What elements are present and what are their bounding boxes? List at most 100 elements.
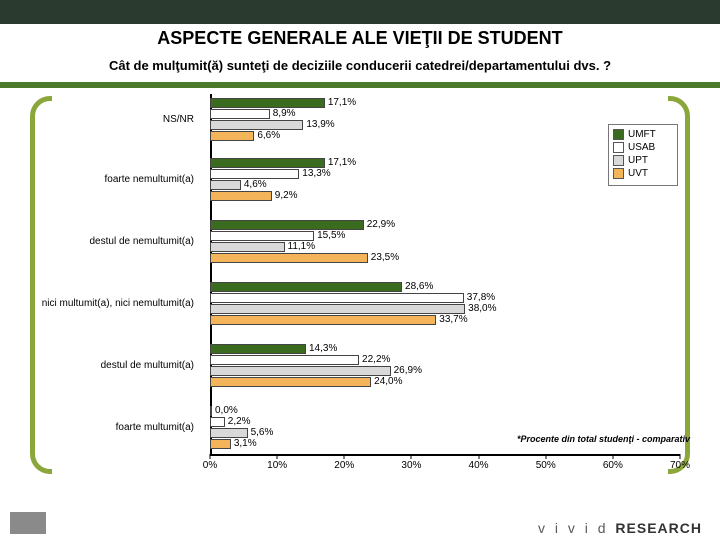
bar-value-label: 13,3% (302, 168, 330, 179)
bar-row: 8,9% (210, 109, 680, 119)
bar: 23,5% (210, 253, 368, 263)
footer-logo-box (10, 512, 46, 534)
footer: v i v i d RESEARCH (0, 504, 720, 540)
bar-row: 9,2% (210, 191, 680, 201)
brand-vivid: v i v i d (538, 520, 609, 536)
bar: 17,1% (210, 158, 325, 168)
bar-value-label: 2,2% (228, 416, 251, 427)
bar-row: 0,0% (210, 406, 680, 416)
legend-swatch (613, 142, 624, 153)
footer-brand: v i v i d RESEARCH (538, 520, 702, 536)
bar: 9,2% (210, 191, 272, 201)
legend-row: UVT (613, 168, 673, 179)
legend-label: UMFT (628, 129, 656, 140)
bar-row: 22,2% (210, 355, 680, 365)
bar-row: 15,5% (210, 231, 680, 241)
bar: 37,8% (210, 293, 464, 303)
bar-value-label: 28,6% (405, 281, 433, 292)
brand-research: RESEARCH (615, 520, 702, 536)
bar-row: 14,3% (210, 344, 680, 354)
bar-value-label: 4,6% (244, 179, 267, 190)
bar: 26,9% (210, 366, 391, 376)
bar-group: 14,3%22,2%26,9%24,0% (210, 344, 680, 388)
bar: 6,6% (210, 131, 254, 141)
xtick-label: 60% (603, 460, 623, 471)
category-label: foarte nemultumit(a) (40, 174, 200, 185)
bar-row: 28,6% (210, 282, 680, 292)
bar-value-label: 38,0% (468, 303, 496, 314)
accent-stripe (0, 82, 720, 88)
category-label: foarte multumit(a) (40, 422, 200, 433)
bar: 8,9% (210, 109, 270, 119)
bar: 13,9% (210, 120, 303, 130)
bar: 38,0% (210, 304, 465, 314)
legend-label: UPT (628, 155, 648, 166)
xtick-label: 30% (401, 460, 421, 471)
bar-value-label: 9,2% (275, 190, 298, 201)
bar-value-label: 15,5% (317, 230, 345, 241)
plot-area: 17,1%8,9%13,9%6,6%17,1%13,3%4,6%9,2%22,9… (210, 94, 680, 454)
bar-value-label: 14,3% (309, 343, 337, 354)
bar-value-label: 17,1% (328, 157, 356, 168)
bar-value-label: 17,1% (328, 97, 356, 108)
bar-value-label: 33,7% (439, 314, 467, 325)
footnote: *Procente din total studenţi - comparati… (517, 434, 690, 444)
legend-swatch (613, 168, 624, 179)
bar-row: 37,8% (210, 293, 680, 303)
bar-value-label: 6,6% (257, 130, 280, 141)
category-label: NS/NR (40, 114, 200, 125)
bar-value-label: 0,0% (215, 405, 238, 416)
bar-row: 33,7% (210, 315, 680, 325)
bar: 3,1% (210, 439, 231, 449)
bar-group: 22,9%15,5%11,1%23,5% (210, 220, 680, 264)
bar-value-label: 8,9% (273, 108, 296, 119)
bar: 22,9% (210, 220, 364, 230)
category-label: destul de multumit(a) (40, 360, 200, 371)
category-label: nici multumit(a), nici nemultumit(a) (40, 298, 200, 309)
bar-value-label: 22,2% (362, 354, 390, 365)
bar: 2,2% (210, 417, 225, 427)
bar-row: 24,0% (210, 377, 680, 387)
bar-value-label: 13,9% (306, 119, 334, 130)
xtick-mark (210, 454, 211, 459)
bar-value-label: 11,1% (288, 241, 316, 252)
xtick-mark (612, 454, 613, 459)
bar: 11,1% (210, 242, 285, 252)
bar: 5,6% (210, 428, 248, 438)
bar: 14,3% (210, 344, 306, 354)
legend-swatch (613, 129, 624, 140)
legend-label: UVT (628, 168, 648, 179)
bar: 4,6% (210, 180, 241, 190)
xtick-mark (545, 454, 546, 459)
category-label: destul de nemultumit(a) (40, 236, 200, 247)
xtick-mark (411, 454, 412, 459)
bar-row: 2,2% (210, 417, 680, 427)
legend-swatch (613, 155, 624, 166)
legend-label: USAB (628, 142, 655, 153)
bar: 15,5% (210, 231, 314, 241)
page-subtitle: Cât de mulţumit(ă) sunteţi de deciziile … (0, 54, 720, 77)
xtick-label: 50% (536, 460, 556, 471)
bar-row: 17,1% (210, 98, 680, 108)
bar-value-label: 37,8% (467, 292, 495, 303)
bar-value-label: 3,1% (234, 438, 257, 449)
bar-value-label: 23,5% (371, 252, 399, 263)
xtick-label: 20% (334, 460, 354, 471)
bar: 0,0% (210, 406, 212, 416)
bar-row: 26,9% (210, 366, 680, 376)
legend: UMFT USAB UPT UVT (608, 124, 678, 186)
bar-value-label: 24,0% (374, 376, 402, 387)
xtick-mark (680, 454, 681, 459)
bar: 33,7% (210, 315, 436, 325)
bar-row: 22,9% (210, 220, 680, 230)
bar: 24,0% (210, 377, 371, 387)
page-title: ASPECTE GENERALE ALE VIEŢII DE STUDENT (0, 24, 720, 53)
xtick-label: 0% (203, 460, 217, 471)
bar: 28,6% (210, 282, 402, 292)
xtick-label: 70% (670, 460, 690, 471)
xtick-label: 40% (469, 460, 489, 471)
bar: 22,2% (210, 355, 359, 365)
xtick-mark (478, 454, 479, 459)
chart-area: 17,1%8,9%13,9%6,6%17,1%13,3%4,6%9,2%22,9… (40, 94, 700, 484)
bar-row: 23,5% (210, 253, 680, 263)
